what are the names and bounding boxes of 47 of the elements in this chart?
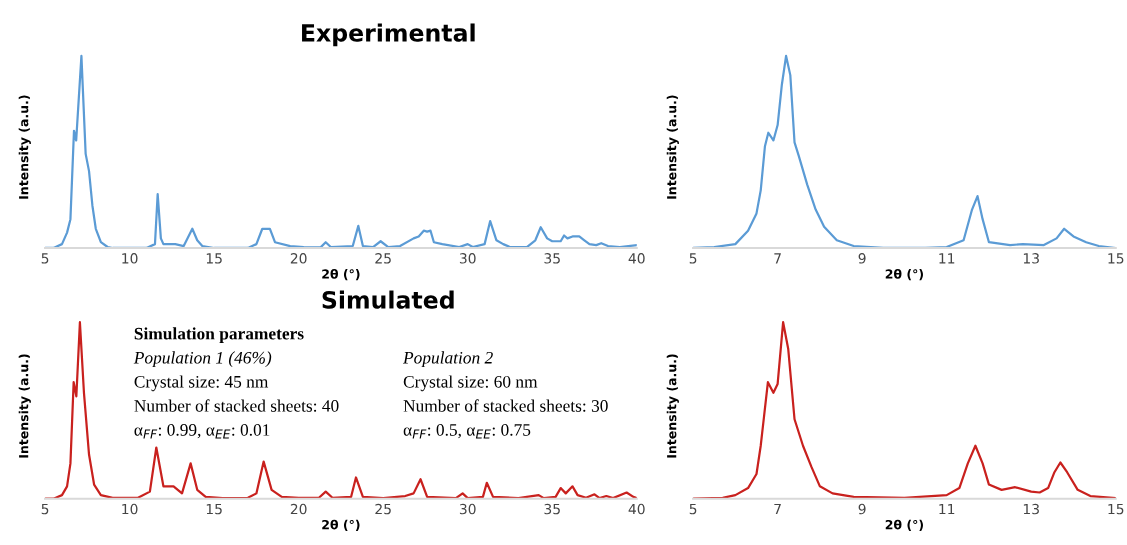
chart-title: Experimental bbox=[302, 23, 475, 47]
annotation: Crystal size: 45 nm bbox=[134, 375, 269, 392]
x-tick-label: 20 bbox=[290, 253, 307, 264]
x-tick-label: 15 bbox=[206, 503, 222, 515]
x-tick-label: 5 bbox=[41, 503, 49, 515]
annotation: Population 2 bbox=[402, 351, 493, 368]
x-tick-label: 9 bbox=[858, 253, 866, 264]
y-axis-title: Intensity (a.u.) bbox=[666, 95, 679, 199]
x-tick-label: 7 bbox=[774, 503, 781, 515]
x-tick-label: 5 bbox=[689, 253, 697, 264]
x-tick-label: 20 bbox=[290, 503, 307, 515]
x-tick-label: 5 bbox=[689, 503, 697, 515]
y-axis-title: Intensity (a.u.) bbox=[666, 354, 679, 458]
x-tick-label: 5 bbox=[41, 253, 49, 264]
annotation: α$_{FF}$: 0.99, α$_{EE}$: 0.01 bbox=[134, 424, 270, 439]
x-tick-label: 25 bbox=[375, 253, 391, 264]
y-axis-title: Intensity (a.u.) bbox=[18, 95, 31, 199]
annotation: Number of stacked sheets: 40 bbox=[134, 399, 339, 412]
y-axis-title: Intensity (a.u.) bbox=[18, 354, 31, 458]
x-tick-label: 13 bbox=[1023, 503, 1039, 515]
x-axis-title: 2θ (°) bbox=[322, 268, 360, 281]
annotation: Number of stacked sheets: 30 bbox=[403, 399, 608, 412]
x-tick-label: 25 bbox=[375, 503, 391, 515]
x-tick-label: 40 bbox=[628, 503, 645, 515]
x-axis-title: 2θ (°) bbox=[885, 519, 923, 531]
x-tick-label: 7 bbox=[774, 253, 781, 264]
annotation: Population 1 (46%) bbox=[133, 351, 272, 368]
annotation: Simulation parameters bbox=[134, 327, 304, 344]
chart-title: Simulated bbox=[322, 290, 454, 309]
x-axis-title: 2θ (°) bbox=[885, 268, 923, 281]
x-tick-label: 13 bbox=[1023, 253, 1039, 264]
x-tick-label: 35 bbox=[544, 253, 560, 264]
x-axis-title: 2θ (°) bbox=[322, 519, 360, 531]
x-tick-label: 15 bbox=[1108, 503, 1124, 515]
x-tick-label: 10 bbox=[122, 253, 138, 264]
annotation: α$_{FF}$: 0.5, α$_{EE}$: 0.75 bbox=[403, 424, 531, 439]
x-tick-label: 15 bbox=[206, 253, 222, 264]
x-tick-label: 15 bbox=[1108, 253, 1124, 264]
x-tick-label: 11 bbox=[939, 503, 955, 515]
x-tick-label: 30 bbox=[459, 253, 476, 264]
x-tick-label: 11 bbox=[939, 253, 955, 264]
annotation: Crystal size: 60 nm bbox=[403, 375, 538, 392]
x-tick-label: 9 bbox=[858, 503, 866, 515]
x-tick-label: 40 bbox=[628, 253, 645, 264]
x-tick-label: 35 bbox=[544, 503, 560, 515]
x-tick-label: 10 bbox=[122, 503, 138, 515]
x-tick-label: 30 bbox=[459, 503, 476, 515]
